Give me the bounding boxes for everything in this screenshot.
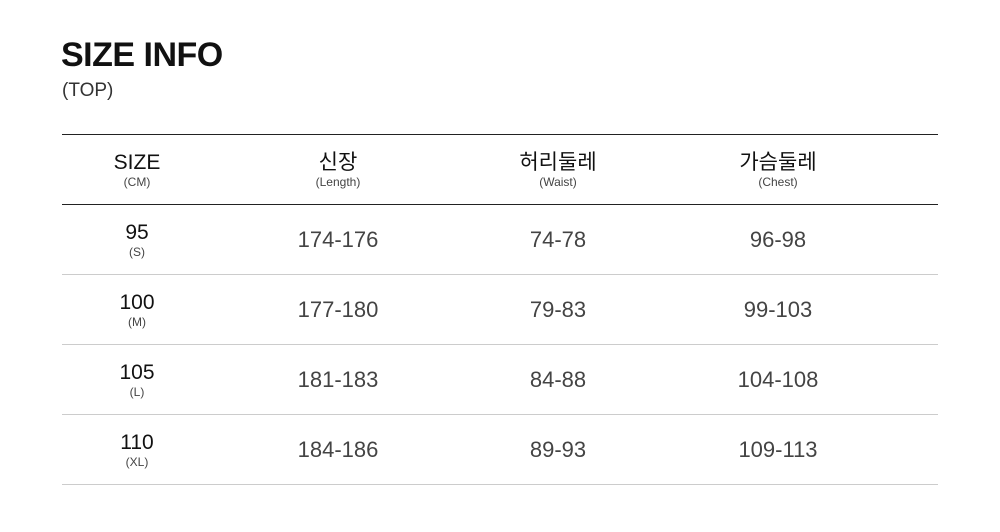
waist-cell: 74-78 [458,205,658,274]
header-sub: (Chest) [758,174,798,189]
header-sub: (Length) [315,174,361,189]
page-subtitle: (TOP) [62,80,114,101]
header-sub: (Waist) [539,174,577,189]
header-sub: (CM) [123,174,151,189]
size-cell: 105 (L) [37,345,237,414]
table-row: 95 (S) 174-176 74-78 96-98 [62,205,938,275]
size-value: 110 [120,430,154,454]
size-code: (XL) [125,454,149,469]
length-cell: 184-186 [238,415,438,484]
length-cell: 174-176 [238,205,438,274]
header-label: SIZE [113,150,161,174]
size-value: 100 [119,290,155,314]
header-size: SIZE (CM) [37,135,237,204]
chest-cell: 99-103 [678,275,878,344]
table-row: 110 (XL) 184-186 89-93 109-113 [62,415,938,485]
chest-value: 109-113 [738,436,818,462]
waist-cell: 89-93 [458,415,658,484]
chest-value: 99-103 [743,296,813,322]
chest-value: 104-108 [737,366,819,392]
header-label: 가슴둘레 [739,150,817,174]
length-cell: 181-183 [238,345,438,414]
table-header: SIZE (CM) 신장 (Length) 허리둘레 (Waist) 가슴둘레 (Che… [62,135,938,205]
table-row: 105 (L) 181-183 84-88 104-108 [62,345,938,415]
length-value: 174-176 [297,226,379,252]
size-value: 105 [119,360,155,384]
waist-cell: 84-88 [458,345,658,414]
size-code: (M) [128,314,146,329]
waist-value: 74-78 [529,226,587,252]
length-value: 181-183 [297,366,379,392]
waist-value: 89-93 [529,436,587,462]
size-cell: 95 (S) [37,205,237,274]
size-table: SIZE (CM) 신장 (Length) 허리둘레 (Waist) 가슴둘레 (Che… [62,134,938,485]
chest-value: 96-98 [749,226,807,252]
chest-cell: 96-98 [678,205,878,274]
chest-cell: 109-113 [678,415,878,484]
size-code: (L) [129,384,145,399]
length-cell: 177-180 [238,275,438,344]
chest-cell: 104-108 [678,345,878,414]
length-value: 177-180 [297,296,379,322]
waist-value: 84-88 [529,366,587,392]
header-length: 신장 (Length) [238,135,438,204]
header-label: 허리둘레 [519,150,597,174]
header-chest: 가슴둘레 (Chest) [678,135,878,204]
waist-cell: 79-83 [458,275,658,344]
table-row: 100 (M) 177-180 79-83 99-103 [62,275,938,345]
size-cell: 110 (XL) [37,415,237,484]
header-waist: 허리둘레 (Waist) [458,135,658,204]
size-cell: 100 (M) [37,275,237,344]
size-code: (S) [129,244,145,259]
waist-value: 79-83 [529,296,587,322]
header-label: 신장 [318,150,358,174]
size-value: 95 [125,220,149,244]
length-value: 184-186 [297,436,379,462]
page-title: SIZE INFO [61,36,223,74]
